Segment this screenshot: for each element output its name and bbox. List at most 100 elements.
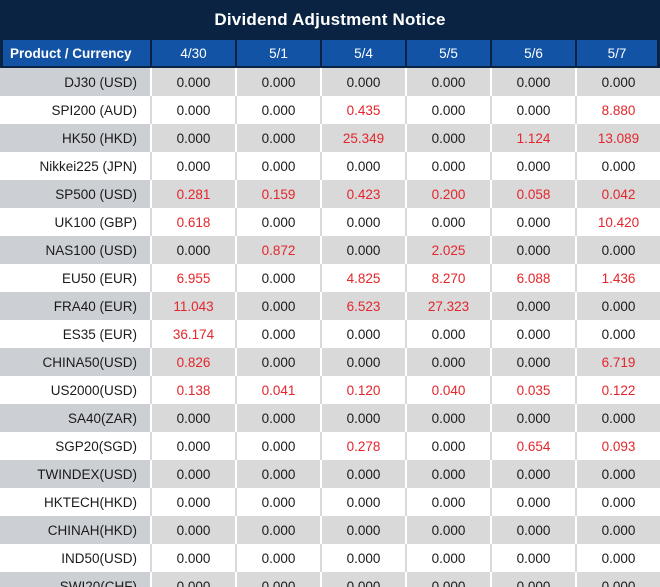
dividend-value-cell: 0.618 [150,208,235,236]
dividend-value-cell: 0.000 [490,152,575,180]
dividend-value-cell: 0.120 [320,376,405,404]
dividend-value-cell: 0.000 [490,320,575,348]
dividend-value-cell: 0.000 [320,152,405,180]
table-row: TWINDEX(USD) 0.000 0.000 0.000 0.000 0.000 0.0… [0,460,660,488]
dividend-value-cell: 0.000 [150,516,235,544]
dividend-value-cell: 0.000 [320,404,405,432]
table-row: SPI200 (AUD) 0.000 0.000 0.435 0.000 0.000 8.8… [0,96,660,124]
dividend-value-cell: 0.000 [235,152,320,180]
dividend-value-cell: 0.000 [320,236,405,264]
dividend-value-cell: 8.270 [405,264,490,292]
dividend-value-cell: 0.000 [235,124,320,152]
dividend-value-cell: 0.000 [490,208,575,236]
product-cell: Nikkei225 (JPN) [0,152,150,180]
dividend-value-cell: 0.281 [150,180,235,208]
dividend-value-cell: 0.000 [575,488,660,516]
product-cell: US2000(USD) [0,376,150,404]
dividend-value-cell: 0.000 [150,572,235,587]
table-row: CHINA50(USD) 0.826 0.000 0.000 0.000 0.000 6.7… [0,348,660,376]
dividend-value-cell: 0.000 [490,572,575,587]
column-header-row: Product / Currency 4/30 5/1 5/4 5/5 5/6 … [0,40,660,68]
dividend-value-cell: 0.000 [235,96,320,124]
dividend-value-cell: 11.043 [150,292,235,320]
page-title: Dividend Adjustment Notice [0,0,660,40]
dividend-value-cell: 0.000 [150,544,235,572]
dividend-value-cell: 0.000 [490,68,575,96]
product-cell: ES35 (EUR) [0,320,150,348]
dividend-value-cell: 13.089 [575,124,660,152]
column-header-date: 5/7 [575,40,660,68]
table-row: SWI20(CHF) 0.000 0.000 0.000 0.000 0.000 0.000 [0,572,660,587]
dividend-value-cell: 0.000 [320,488,405,516]
dividend-value-cell: 0.000 [405,208,490,236]
dividend-value-cell: 0.000 [405,124,490,152]
dividend-value-cell: 0.000 [575,152,660,180]
dividend-value-cell: 6.523 [320,292,405,320]
dividend-value-cell: 0.138 [150,376,235,404]
product-cell: TWINDEX(USD) [0,460,150,488]
dividend-value-cell: 6.955 [150,264,235,292]
dividend-value-cell: 0.000 [490,292,575,320]
table-row: SGP20(SGD) 0.000 0.000 0.278 0.000 0.654 0.093 [0,432,660,460]
dividend-value-cell: 0.000 [150,432,235,460]
dividend-value-cell: 0.000 [490,96,575,124]
table-row: US2000(USD) 0.138 0.041 0.120 0.040 0.035 0.12… [0,376,660,404]
dividend-value-cell: 0.000 [405,404,490,432]
dividend-value-cell: 0.000 [575,292,660,320]
dividend-value-cell: 0.000 [235,264,320,292]
table-row: ES35 (EUR) 36.174 0.000 0.000 0.000 0.000 0.00… [0,320,660,348]
table-row: DJ30 (USD) 0.000 0.000 0.000 0.000 0.000 0.000 [0,68,660,96]
dividend-value-cell: 0.000 [235,404,320,432]
dividend-value-cell: 0.435 [320,96,405,124]
dividend-value-cell: 0.278 [320,432,405,460]
dividend-value-cell: 0.000 [150,152,235,180]
dividend-value-cell: 0.000 [490,488,575,516]
dividend-value-cell: 1.436 [575,264,660,292]
dividend-value-cell: 0.654 [490,432,575,460]
dividend-value-cell: 0.000 [150,404,235,432]
dividend-value-cell: 0.122 [575,376,660,404]
dividend-value-cell: 0.000 [235,292,320,320]
dividend-value-cell: 0.000 [320,348,405,376]
dividend-value-cell: 0.040 [405,376,490,404]
title-row: Dividend Adjustment Notice [0,0,660,40]
dividend-value-cell: 0.000 [150,68,235,96]
dividend-value-cell: 4.825 [320,264,405,292]
product-cell: HKTECH(HKD) [0,488,150,516]
table-row: IND50(USD) 0.000 0.000 0.000 0.000 0.000 0.000 [0,544,660,572]
dividend-value-cell: 0.000 [235,208,320,236]
dividend-value-cell: 0.000 [405,432,490,460]
product-cell: SPI200 (AUD) [0,96,150,124]
dividend-value-cell: 0.000 [320,68,405,96]
dividend-value-cell: 0.000 [320,208,405,236]
dividend-value-cell: 6.088 [490,264,575,292]
dividend-value-cell: 0.000 [490,348,575,376]
dividend-value-cell: 0.000 [405,488,490,516]
dividend-value-cell: 0.000 [575,516,660,544]
dividend-value-cell: 0.000 [490,460,575,488]
dividend-value-cell: 0.000 [235,460,320,488]
dividend-value-cell: 0.000 [575,460,660,488]
dividend-value-cell: 0.000 [150,124,235,152]
dividend-value-cell: 0.000 [320,544,405,572]
table-row: HKTECH(HKD) 0.000 0.000 0.000 0.000 0.000 0.00… [0,488,660,516]
column-header-date: 5/5 [405,40,490,68]
table-row: EU50 (EUR) 6.955 0.000 4.825 8.270 6.088 1.436 [0,264,660,292]
dividend-value-cell: 0.000 [405,152,490,180]
dividend-value-cell: 0.000 [235,544,320,572]
table-row: CHINAH(HKD) 0.000 0.000 0.000 0.000 0.000 0.00… [0,516,660,544]
dividend-value-cell: 0.000 [405,320,490,348]
dividend-value-cell: 0.000 [150,488,235,516]
dividend-value-cell: 0.159 [235,180,320,208]
product-cell: CHINA50(USD) [0,348,150,376]
dividend-value-cell: 0.000 [150,96,235,124]
dividend-value-cell: 0.000 [405,96,490,124]
table-row: HK50 (HKD) 0.000 0.000 25.349 0.000 1.124 13.0… [0,124,660,152]
dividend-value-cell: 0.826 [150,348,235,376]
dividend-value-cell: 0.000 [575,572,660,587]
dividend-value-cell: 0.000 [235,516,320,544]
product-cell: SGP20(SGD) [0,432,150,460]
dividend-value-cell: 8.880 [575,96,660,124]
table-row: FRA40 (EUR) 11.043 0.000 6.523 27.323 0.000 0.… [0,292,660,320]
